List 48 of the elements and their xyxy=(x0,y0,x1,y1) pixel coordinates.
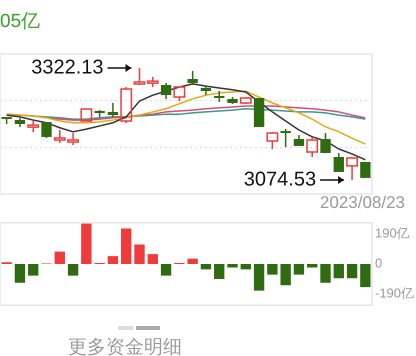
candlestick xyxy=(14,117,26,128)
annotation: 2023/08/23 xyxy=(320,193,405,213)
candlestick xyxy=(1,116,12,125)
bar xyxy=(28,264,38,276)
candlestick xyxy=(94,109,105,118)
bar xyxy=(254,264,264,291)
bar xyxy=(346,264,358,278)
bar xyxy=(68,264,78,276)
bar xyxy=(200,264,212,270)
bar xyxy=(81,224,92,264)
text: 更多资金明细 xyxy=(68,336,182,356)
bar xyxy=(14,264,26,283)
bar xyxy=(320,264,331,283)
candlestick xyxy=(41,122,52,139)
bar xyxy=(187,258,198,264)
text: 05亿 xyxy=(0,10,40,34)
y-tick-label: 190亿 xyxy=(375,225,410,240)
candlestick xyxy=(334,152,344,172)
bar xyxy=(214,264,224,280)
candlestick xyxy=(200,85,212,96)
y-tick-label: 0 xyxy=(375,256,382,271)
bar xyxy=(148,254,158,264)
bar xyxy=(360,264,371,288)
y-tick-label: -190亿 xyxy=(375,286,414,301)
candlestick xyxy=(280,128,291,148)
candlestick xyxy=(346,156,358,181)
bar xyxy=(334,264,344,278)
bar xyxy=(240,264,251,270)
bar xyxy=(267,264,278,275)
bar xyxy=(294,264,304,275)
candlestick xyxy=(187,70,198,86)
candlestick xyxy=(294,134,304,146)
bar xyxy=(307,264,318,268)
candlestick xyxy=(108,102,118,118)
bar xyxy=(54,252,65,264)
candlestick xyxy=(27,120,40,133)
annotation: 3322.13 xyxy=(31,56,104,79)
annotation: 3074.53 xyxy=(244,168,316,190)
candlestick xyxy=(320,132,331,153)
bar xyxy=(160,264,172,276)
bar xyxy=(108,256,118,264)
candlestick xyxy=(227,96,238,105)
bar xyxy=(121,228,132,264)
bar xyxy=(134,244,145,264)
bar xyxy=(227,264,238,268)
candlestick xyxy=(214,90,224,103)
candlestick xyxy=(160,82,172,100)
bar xyxy=(280,264,291,286)
